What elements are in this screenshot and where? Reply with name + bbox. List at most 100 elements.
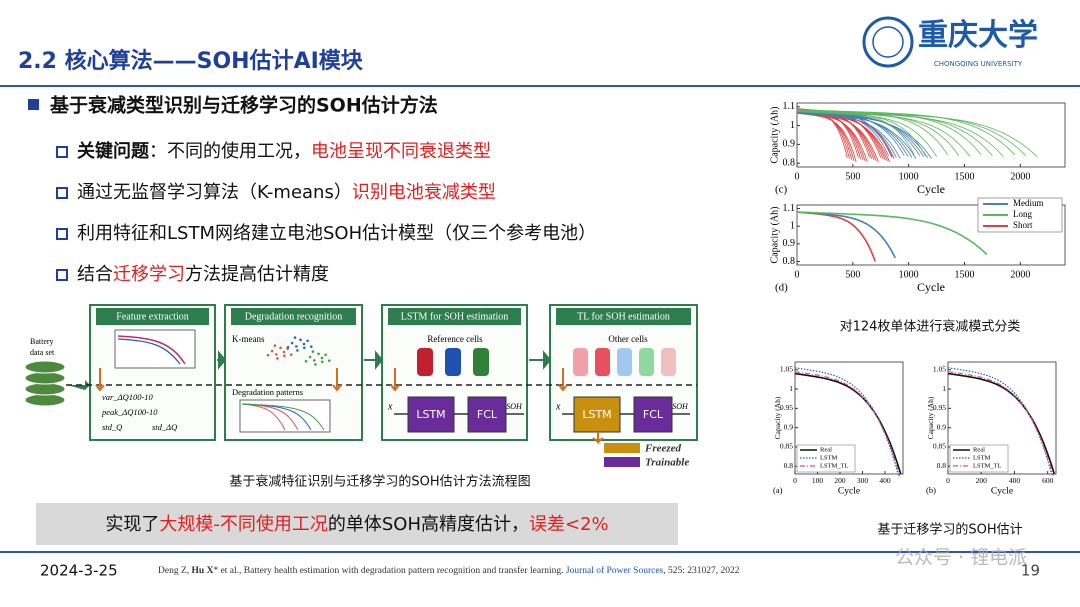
flowchart-caption: 基于衰减特征识别与迁移学习的SOH估计方法流程图	[229, 474, 530, 490]
curve	[794, 371, 901, 477]
x-tick-label: 1000	[899, 171, 919, 182]
input-label: data set	[30, 348, 55, 357]
bullet-text: 关键问题：不同的使用工况，电池呈现不同衰退类型	[77, 140, 491, 162]
logo-text: 重庆大学	[918, 18, 1038, 52]
reference: Deng Z, Hu X* et al., Battery health est…	[158, 565, 740, 576]
database-disk	[24, 382, 66, 396]
x-tick-label: 0	[946, 476, 950, 485]
y-tick-label: 0.8	[783, 256, 796, 267]
fcl-label: FCL	[477, 408, 498, 421]
bullet-marker	[56, 269, 68, 281]
y-tick-label: 0.85	[780, 442, 793, 451]
lstm-label: LSTM	[582, 408, 611, 421]
cell	[661, 348, 676, 376]
x-tick-label: 1500	[955, 269, 975, 280]
cluster-point	[317, 352, 320, 356]
y-tick-label: 1	[790, 120, 795, 131]
x-axis-label: Cycle	[917, 280, 945, 294]
cell	[445, 348, 461, 376]
down-arrow	[558, 368, 568, 392]
fcl-label: FCL	[643, 408, 664, 421]
cluster-point	[314, 363, 317, 366]
x-tick-label: 0	[795, 269, 800, 280]
x-tick-label: 0	[793, 476, 797, 485]
legend-label: LSTM	[973, 454, 991, 461]
bullet-marker	[56, 146, 68, 158]
x-tick-label: 1500	[955, 171, 975, 182]
bullet-text: 利用特征和LSTM网络建立电池SOH估计模型（仅三个参考电池）	[77, 223, 596, 244]
down-arrow	[95, 368, 105, 392]
cluster-point	[302, 342, 306, 346]
panel-label: (c)	[775, 184, 788, 196]
y-tick-label: 0.9	[784, 422, 794, 431]
stage-title: TL for SOH estimation	[577, 311, 670, 322]
x-axis-label: Cycle	[917, 182, 945, 196]
text-segment: 电池呈现不同衰退类型	[311, 141, 491, 162]
y-tick-label: 0.95	[780, 403, 793, 412]
fcl-block	[633, 396, 673, 433]
cluster-point	[304, 359, 308, 363]
y-tick-label: 1.05	[780, 364, 793, 373]
text-segment: 大规模-不同使用工况	[159, 514, 328, 535]
cluster-point	[276, 357, 279, 360]
text-segment: Journal of Power Sources	[566, 565, 664, 576]
curve	[947, 372, 1056, 475]
stage-header	[96, 308, 209, 325]
text-segment: 通过无监督学习算法（K-means）	[77, 182, 352, 203]
database-disk	[24, 360, 66, 374]
input-label: Battery	[30, 337, 54, 346]
x-tick-label: 2000	[1010, 171, 1030, 182]
bullet-marker	[56, 187, 68, 199]
cluster-point	[299, 338, 302, 342]
cluster-point	[308, 355, 312, 359]
text-segment: ：不同的使用工况，	[149, 141, 311, 162]
feature-label: peak_ΔQ100-10	[101, 407, 158, 417]
text-segment: 识别电池衰减类型	[352, 182, 496, 203]
curve	[796, 113, 932, 159]
text-segment: 迁移学习	[113, 264, 185, 285]
slide-title: 2.2 核心算法——SOH估计AI模块	[18, 48, 364, 74]
bullet-text: 结合迁移学习方法提高估计精度	[77, 264, 329, 285]
cluster-point	[302, 346, 306, 350]
degradation-figure: 0 500 1000 1500 20000.80.911.1Cycle(c)Capaci…	[769, 101, 1066, 294]
bullet-list: 关键问题：不同的使用工况，电池呈现不同衰退类型通过无监督学习算法（K-means…	[56, 140, 596, 285]
panel-label: (a)	[773, 485, 783, 495]
feature-label: var_ΔQ100-10	[102, 392, 154, 402]
cluster-point	[273, 344, 277, 347]
cluster-point	[309, 345, 313, 348]
stage-title: Degradation recognition	[245, 311, 342, 322]
cluster-point	[311, 350, 315, 353]
input-symbol: x	[555, 401, 561, 412]
down-arrow	[390, 368, 400, 392]
logo: 重庆大学 CHONGQING UNIVERSITY	[862, 16, 1038, 68]
legend-label: Freezed	[644, 443, 682, 455]
flowchart: Battery data set Feature extraction Degrada…	[24, 304, 698, 469]
panel-label: (b)	[926, 485, 936, 495]
curve	[796, 112, 928, 158]
database-disk	[24, 371, 66, 385]
x-tick-label: 300	[857, 476, 869, 485]
y-tick-label: 1.1	[783, 203, 796, 214]
y-axis-label: Capacity (Ah)	[769, 107, 780, 164]
stage-title: LSTM for SOH estimation	[401, 311, 509, 322]
curve	[796, 111, 1038, 157]
cluster-point	[306, 339, 309, 343]
cells-label: Other cells	[608, 334, 648, 344]
y-axis-label: Capacity (Ah)	[773, 396, 782, 439]
text-segment: 结合	[77, 264, 113, 285]
y-axis-label: Capacity (Ah)	[926, 396, 935, 439]
text-segment: 利用特征和LSTM网络建立电池SOH估计模型（仅三个参考电池）	[77, 223, 596, 244]
stage-title: Feature extraction	[116, 311, 188, 322]
database-disk	[24, 393, 66, 407]
y-tick-label: 1.1	[783, 101, 796, 112]
x-tick-label: 500	[845, 171, 860, 182]
y-tick-label: 0.8	[784, 461, 794, 470]
stage-arrow	[217, 350, 227, 370]
y-tick-label: 0.8	[937, 461, 947, 470]
y-tick-label: 1	[790, 220, 795, 231]
text-segment: Deng Z,	[158, 566, 192, 576]
transfer-figure: 0 100 200 300 400 0.8 0.85 0.9 0.95 1 1.05 Cycle (a)…	[773, 361, 1057, 496]
stage-header	[388, 308, 521, 325]
cluster-point	[279, 346, 282, 350]
legend-label: LSTM_TL	[820, 462, 849, 469]
